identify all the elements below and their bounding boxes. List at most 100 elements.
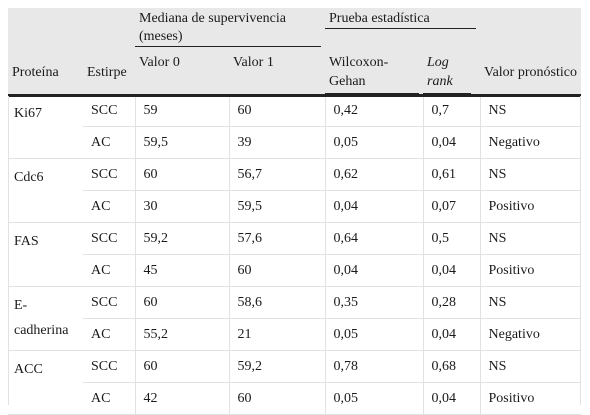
cell-text: AC — [91, 327, 111, 342]
cell-text: 58,6 — [237, 295, 263, 310]
cell-text: Prueba estadística — [325, 8, 477, 29]
header-wilcoxon: Wilcoxon-Gehan — [325, 47, 424, 95]
cell-text: Positivo — [488, 391, 535, 406]
cell-logrank: 0,04 — [422, 126, 481, 159]
cell-prognostic: NS — [479, 350, 582, 383]
cell-logrank: 0,07 — [422, 190, 481, 223]
table-row: ACC SCC 60 59,2 0,78 0,68 NS — [8, 350, 582, 415]
header-row-columns: Proteína Estirpe Valor 0 Valor 1 Wilcoxo… — [8, 47, 582, 95]
table-row: AC 30 59,5 0,04 0,07 Positivo — [8, 190, 582, 223]
cell-value0: 59,2 — [134, 222, 229, 255]
cell-lineage: SCC — [83, 350, 135, 383]
cell-text: SCC — [91, 103, 118, 118]
cell-text: 60 — [237, 391, 252, 406]
cell-text: 0,7 — [431, 103, 450, 118]
cell-value0: 59 — [134, 95, 229, 127]
cell-protein: Cdc6 — [8, 158, 83, 223]
cell-text: NS — [488, 359, 507, 374]
cell-text: 59,5 — [237, 199, 263, 214]
cell-logrank: 0,04 — [422, 318, 481, 351]
cell-wilcoxon: 0,05 — [324, 318, 424, 351]
cell-text: 39 — [237, 135, 252, 150]
header-empty-lineage — [83, 8, 135, 47]
cell-text: 60 — [143, 295, 158, 310]
cell-text: 60 — [143, 359, 158, 374]
cell-lineage: SCC — [83, 286, 135, 319]
cell-protein: ACC — [8, 350, 83, 415]
cell-text: NS — [488, 231, 507, 246]
cell-text: NS — [488, 103, 507, 118]
cell-wilcoxon: 0,05 — [324, 382, 424, 415]
cell-text: 0,68 — [431, 359, 457, 374]
cell-protein: FAS — [8, 222, 83, 287]
cell-text: Negativo — [488, 135, 540, 150]
cell-text: 0,62 — [333, 167, 359, 182]
cell-value1: 21 — [228, 318, 326, 351]
cell-logrank: 0,04 — [422, 254, 481, 287]
cell-value0: 60 — [134, 158, 229, 191]
cell-text: 57,6 — [237, 231, 263, 246]
cell-text: 30 — [143, 199, 158, 214]
cell-text: Proteína — [12, 65, 59, 80]
cell-text: 59,2 — [143, 231, 169, 246]
cell-lineage: SCC — [83, 222, 135, 255]
header-empty-protein — [8, 8, 83, 47]
cell-text: 42 — [143, 391, 158, 406]
cell-text: NS — [488, 167, 507, 182]
cell-protein: Ki67 — [8, 95, 83, 159]
header-value1: Valor 1 — [229, 47, 326, 95]
cell-prognostic: Positivo — [479, 382, 582, 415]
cell-logrank: 0,28 — [422, 286, 481, 319]
cell-value1: 59,5 — [228, 190, 326, 223]
header-protein: Proteína — [8, 47, 83, 95]
cell-text: Positivo — [488, 263, 535, 278]
cell-text: 0,35 — [333, 295, 359, 310]
cell-wilcoxon: 0,78 — [324, 350, 424, 383]
cell-text: 0,5 — [431, 231, 450, 246]
header-row-groups: Mediana de supervivencia (meses) Prueba … — [8, 8, 582, 47]
header-group-test: Prueba estadística — [325, 8, 481, 47]
cell-text: Ki67 — [14, 106, 42, 121]
cell-prognostic: Negativo — [479, 318, 582, 351]
cell-text: Positivo — [488, 199, 535, 214]
table-left-border — [8, 96, 9, 405]
cell-value0: 45 — [134, 254, 229, 287]
cell-text: 0,04 — [431, 263, 457, 278]
cell-text: 45 — [143, 263, 158, 278]
cell-prognostic: NS — [479, 95, 582, 127]
cell-prognostic: NS — [479, 222, 582, 255]
cell-lineage: AC — [83, 254, 135, 287]
cell-lineage: AC — [83, 382, 135, 415]
cell-text: 0,05 — [333, 391, 359, 406]
cell-text: AC — [91, 391, 111, 406]
cell-text: 0,42 — [333, 103, 359, 118]
cell-value0: 42 — [134, 382, 229, 415]
cell-logrank: 0,04 — [422, 382, 481, 415]
cell-value1: 57,6 — [228, 222, 326, 255]
cell-text: 60 — [237, 263, 252, 278]
cell-text: 55,2 — [143, 327, 169, 342]
cell-text: 0,05 — [333, 135, 359, 150]
cell-text: AC — [91, 135, 111, 150]
cell-text: 59,2 — [237, 359, 263, 374]
cell-prognostic: Negativo — [479, 126, 582, 159]
header-lineage: Estirpe — [83, 47, 135, 95]
cell-value1: 56,7 — [228, 158, 326, 191]
cell-text: FAS — [14, 234, 39, 249]
cell-text: SCC — [91, 231, 118, 246]
header-group-survival: Mediana de supervivencia (meses) — [135, 8, 326, 47]
cell-text: 56,7 — [237, 167, 263, 182]
header-empty-prognostic — [480, 8, 582, 47]
cell-value1: 60 — [228, 382, 326, 415]
cell-wilcoxon: 0,42 — [324, 95, 424, 127]
cell-text: ACC — [14, 362, 43, 377]
cell-text: 21 — [237, 327, 252, 342]
cell-value1: 60 — [228, 254, 326, 287]
cell-text: Estirpe — [87, 65, 127, 80]
cell-lineage: SCC — [83, 158, 135, 191]
cell-text: SCC — [91, 295, 118, 310]
cell-text: 0,61 — [431, 167, 457, 182]
cell-text: AC — [91, 199, 111, 214]
cell-text: 0,04 — [431, 135, 457, 150]
cell-text: 0,05 — [333, 327, 359, 342]
